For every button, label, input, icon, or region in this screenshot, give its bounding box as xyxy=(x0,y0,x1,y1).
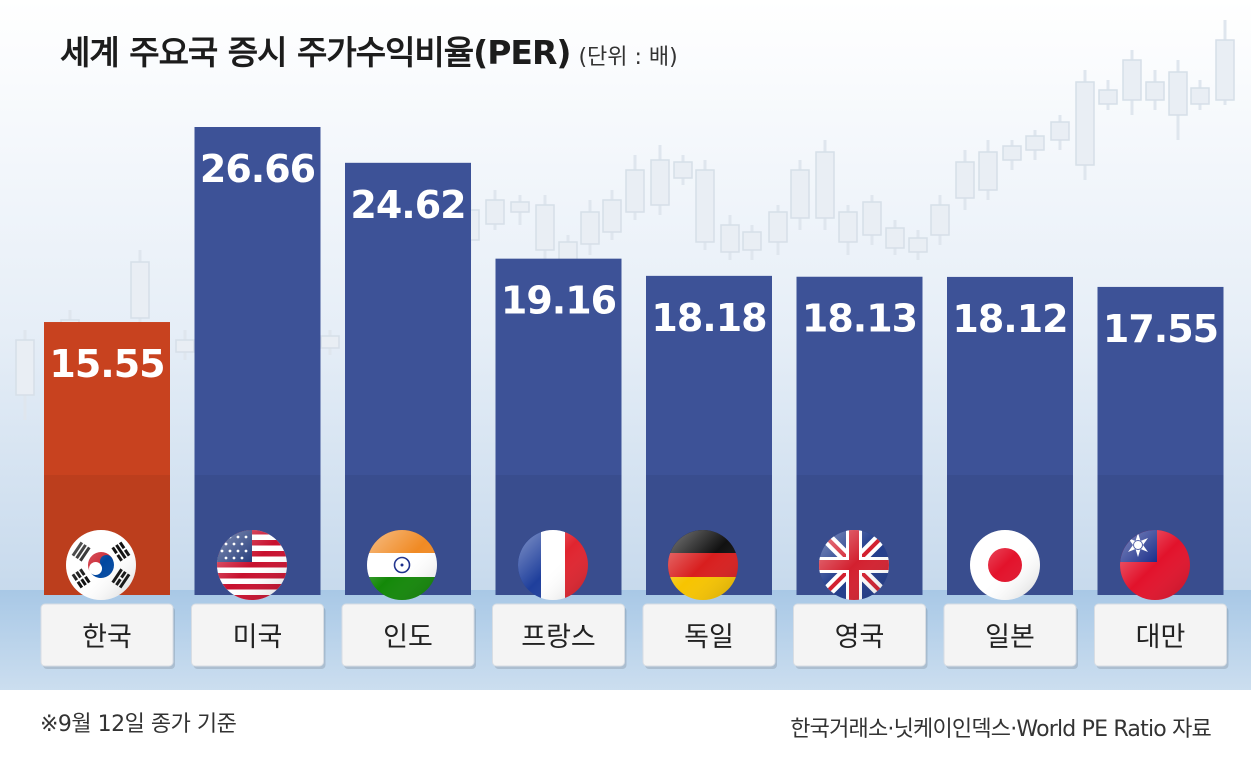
candlestick xyxy=(742,225,762,260)
category-label-group: 한국 미국 인도 프랑스 독일 영국 일본 대만 xyxy=(40,603,1229,669)
category-label: 프랑스 xyxy=(521,622,596,653)
value-label: 18.13 xyxy=(802,297,917,341)
category-box xyxy=(191,603,324,667)
decorative-candlesticks xyxy=(15,20,1235,420)
candlestick xyxy=(485,190,505,230)
france-flag-icon xyxy=(518,530,588,600)
footer-background xyxy=(0,690,1251,769)
candlestick xyxy=(790,160,810,230)
candlestick xyxy=(695,160,715,250)
category-box xyxy=(341,603,475,667)
candlestick xyxy=(1098,80,1118,110)
germany-flag-icon xyxy=(668,530,738,600)
footnote: ※9월 12일 종가 기준 xyxy=(40,712,237,737)
candlestick xyxy=(535,195,555,260)
value-label: 19.16 xyxy=(501,279,616,323)
category-box xyxy=(642,603,776,667)
category-box xyxy=(793,603,926,667)
candlestick xyxy=(1122,50,1142,115)
bar-인도 xyxy=(345,162,471,595)
candlestick xyxy=(768,205,788,255)
category-label: 일본 xyxy=(985,622,1035,653)
candlestick xyxy=(1215,20,1235,105)
candlestick xyxy=(955,150,975,210)
candlestick xyxy=(650,145,670,215)
category-label: 독일 xyxy=(684,622,734,653)
candlestick xyxy=(673,155,693,185)
category-box xyxy=(943,603,1077,667)
candlestick xyxy=(1190,80,1210,110)
flag-group xyxy=(66,530,1190,600)
candlestick xyxy=(510,195,530,225)
value-label: 18.12 xyxy=(952,297,1067,341)
chart-title: 세계 주요국 증시 주가수익비율(PER) (단위 : 배) xyxy=(60,33,678,72)
candlestick xyxy=(862,195,882,245)
bar-group xyxy=(44,127,1224,595)
source-credit: 한국거래소·닛케이인덱스·World PE Ratio 자료 xyxy=(790,717,1212,742)
value-label: 15.55 xyxy=(49,342,164,386)
candlestick xyxy=(175,330,195,360)
unit-label: (단위 : 배) xyxy=(578,45,678,70)
category-label: 영국 xyxy=(835,622,885,653)
category-label: 한국 xyxy=(82,622,132,653)
candlestick xyxy=(908,230,928,260)
candlestick xyxy=(130,250,150,330)
candlestick xyxy=(1168,60,1188,140)
candlestick xyxy=(838,205,858,255)
category-label: 대만 xyxy=(1136,622,1186,653)
value-label: 18.18 xyxy=(651,296,766,340)
category-box xyxy=(1094,603,1227,667)
candlestick xyxy=(930,195,950,245)
uk-flag-icon xyxy=(819,530,889,600)
candlestick xyxy=(625,155,645,220)
candlestick xyxy=(978,140,998,200)
india-flag-icon xyxy=(367,530,437,600)
candlestick xyxy=(1145,70,1165,110)
candlestick xyxy=(885,220,905,255)
candlestick xyxy=(580,200,600,255)
korea-flag-icon xyxy=(66,530,136,600)
value-label: 24.62 xyxy=(350,183,465,227)
category-label: 미국 xyxy=(233,622,283,653)
category-label: 인도 xyxy=(383,622,433,653)
candlestick xyxy=(1075,70,1095,180)
candlestick xyxy=(1002,140,1022,170)
candlestick xyxy=(815,140,835,230)
taiwan-flag-icon xyxy=(1120,530,1190,600)
category-box xyxy=(492,603,625,667)
bar-미국 xyxy=(194,127,321,595)
candlestick xyxy=(1025,130,1045,160)
category-box xyxy=(40,603,174,667)
candlestick xyxy=(320,330,340,355)
candlestick xyxy=(1050,115,1070,150)
candlestick xyxy=(15,330,35,420)
value-label: 26.66 xyxy=(200,147,315,191)
value-label: 17.55 xyxy=(1103,307,1218,351)
japan-flag-icon xyxy=(970,530,1040,600)
value-label-group: 15.55 26.66 24.62 19.16 18.18 18.13 18.12 17.55 xyxy=(49,147,1219,386)
candlestick xyxy=(720,215,740,260)
candlestick xyxy=(602,190,622,240)
